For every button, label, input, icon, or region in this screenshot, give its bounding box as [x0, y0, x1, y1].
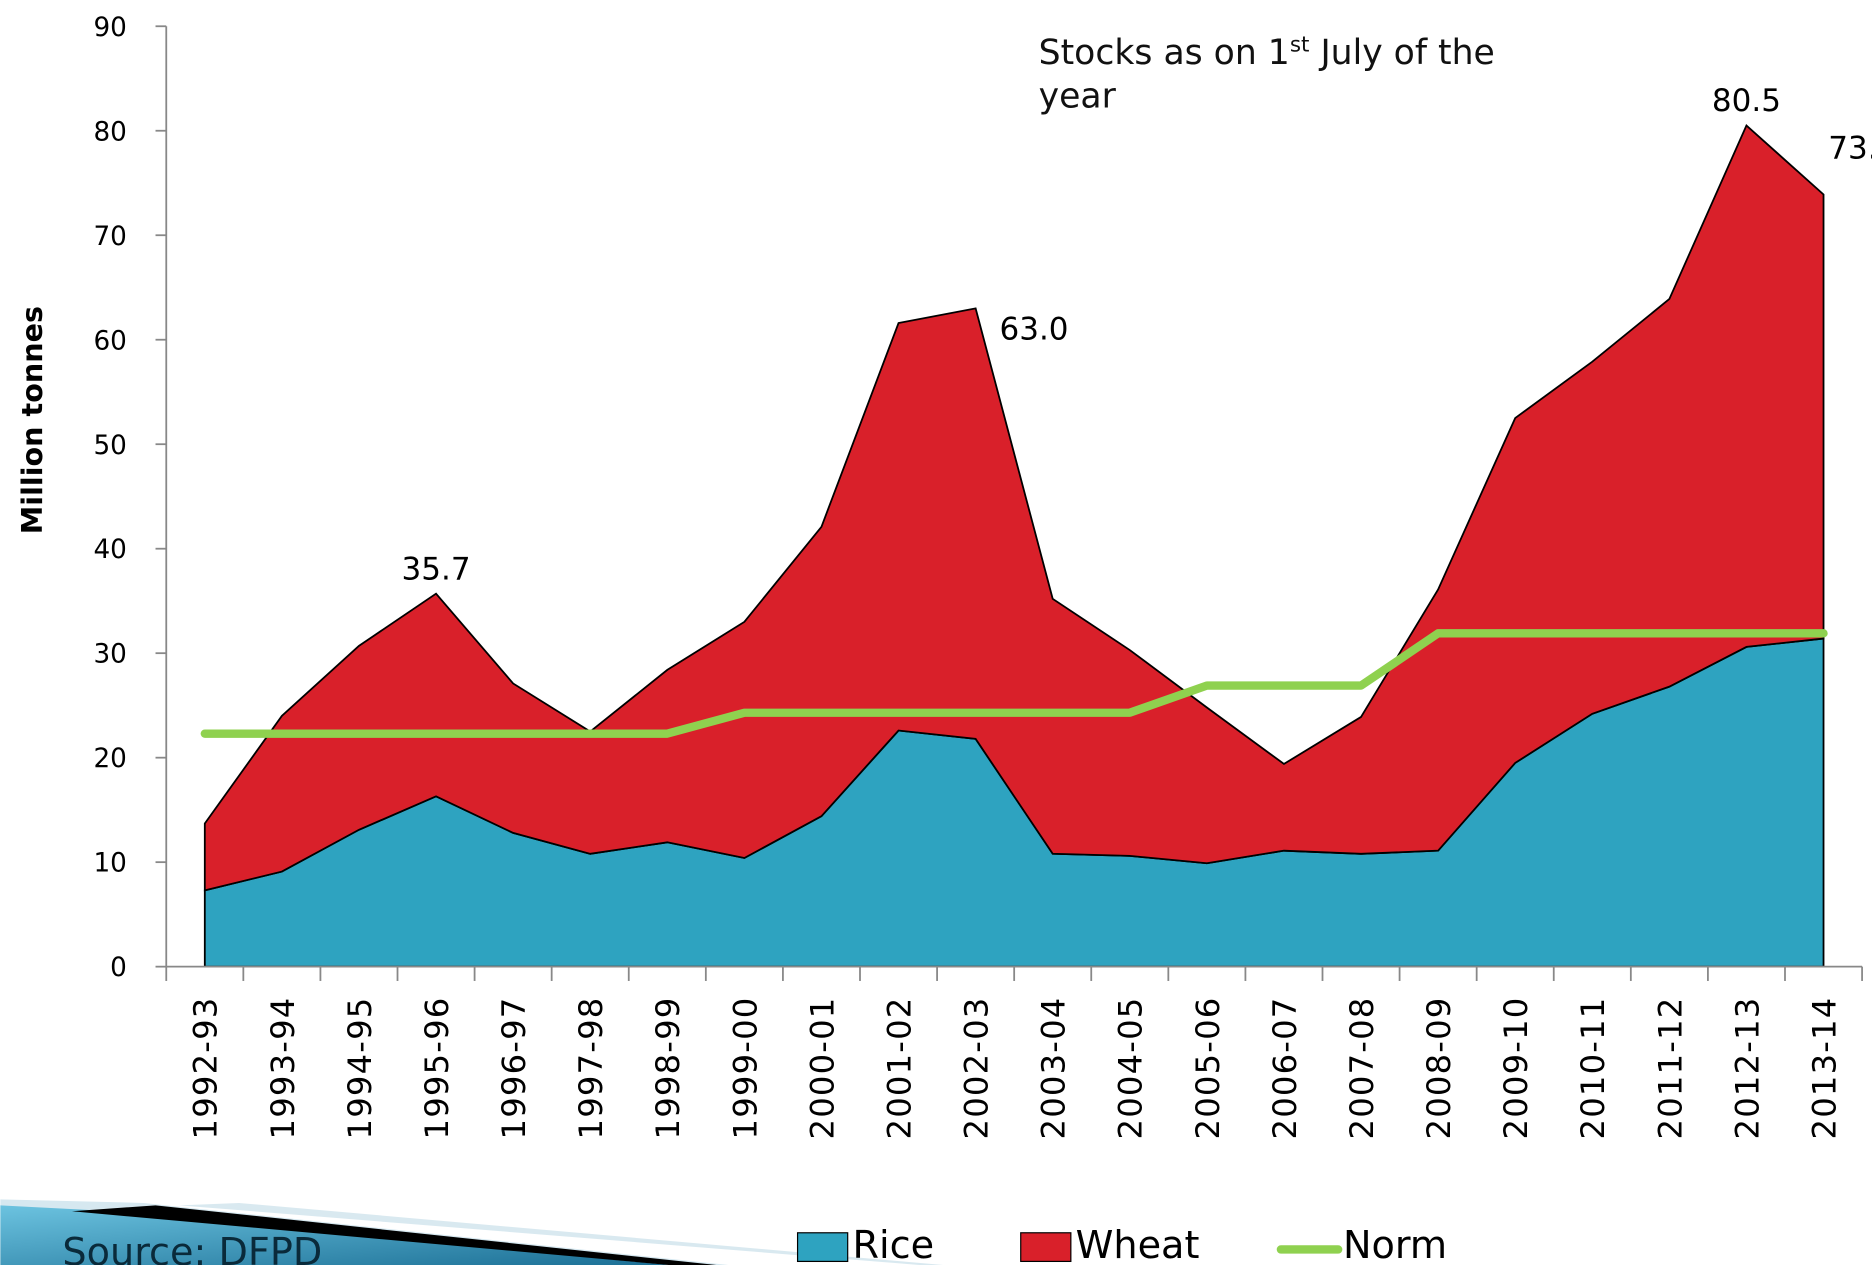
x-tick-label: 2003-04 [1035, 996, 1073, 1139]
x-tick-label: 2001-02 [880, 996, 918, 1139]
note-rest: July of the year [1038, 31, 1495, 116]
x-tick-label: 1993-94 [264, 996, 302, 1139]
x-tick-label: 1994-95 [341, 996, 379, 1139]
total-label: 35.7 [402, 551, 471, 587]
total-label: 63.0 [999, 311, 1068, 347]
legend-label: Norm [1343, 1224, 1447, 1265]
y-tick-label: 20 [93, 744, 126, 774]
x-tick-label: 1999-00 [726, 996, 764, 1139]
x-tick-label: 2012-13 [1728, 996, 1766, 1139]
y-tick-label: 50 [93, 431, 126, 461]
x-tick-label: 2004-05 [1112, 996, 1150, 1139]
y-tick-label: 0 [110, 953, 127, 983]
y-axis-label: Million tonnes [15, 306, 49, 534]
x-tick-label: 1995-96 [418, 996, 456, 1139]
decor-dark [71, 1205, 717, 1265]
norm-line [200, 629, 1828, 738]
note-box: Stocks as on 1st July of the year [1039, 24, 1540, 117]
area-wheat [203, 124, 1825, 892]
legend-swatch [796, 1232, 849, 1263]
x-tick-label: 2010-11 [1574, 996, 1612, 1139]
x-tick-label: 1997-98 [572, 996, 610, 1139]
y-tick-label: 80 [93, 117, 126, 147]
legend-swatch [1020, 1232, 1072, 1263]
x-tick-label: 2006-07 [1266, 996, 1304, 1139]
x-tick-label: 2007-08 [1343, 996, 1381, 1139]
decor-blue [0, 1205, 669, 1265]
y-tick-label: 30 [93, 640, 126, 670]
total-label: 73.9 [1828, 131, 1872, 167]
note-sup: st [1289, 32, 1310, 58]
x-tick-label: 2013-14 [1805, 996, 1843, 1139]
x-tick-label: 2000-01 [803, 996, 841, 1139]
x-tick-label: 1992-93 [187, 996, 225, 1139]
source: Source: DFPD [62, 1231, 322, 1265]
y-tick-label: 60 [93, 326, 126, 356]
y-tick-label: 90 [93, 13, 126, 43]
legend-label: Rice [852, 1224, 934, 1265]
x-tick-label: 1998-99 [649, 996, 687, 1139]
plot-area [200, 124, 1828, 968]
legend-label: Wheat [1076, 1224, 1200, 1265]
x-tick-label: 2011-12 [1651, 996, 1689, 1139]
y-tick-label: 10 [93, 849, 126, 879]
note: Stocks as on 1st July of the year [1039, 24, 1540, 117]
y-tick-label: 70 [93, 222, 126, 252]
x-tick-label: 2009-10 [1497, 996, 1535, 1139]
x-tick-label: 2002-03 [958, 996, 996, 1139]
x-tick-label: 1996-97 [495, 996, 533, 1139]
decor-band [179, 1202, 944, 1265]
note-text: Stocks as on 1 [1038, 31, 1290, 73]
x-tick-label: 2008-09 [1420, 996, 1458, 1139]
total-label: 80.5 [1712, 83, 1781, 119]
x-tick-label: 2005-06 [1189, 996, 1227, 1139]
y-tick-label: 40 [93, 535, 126, 565]
